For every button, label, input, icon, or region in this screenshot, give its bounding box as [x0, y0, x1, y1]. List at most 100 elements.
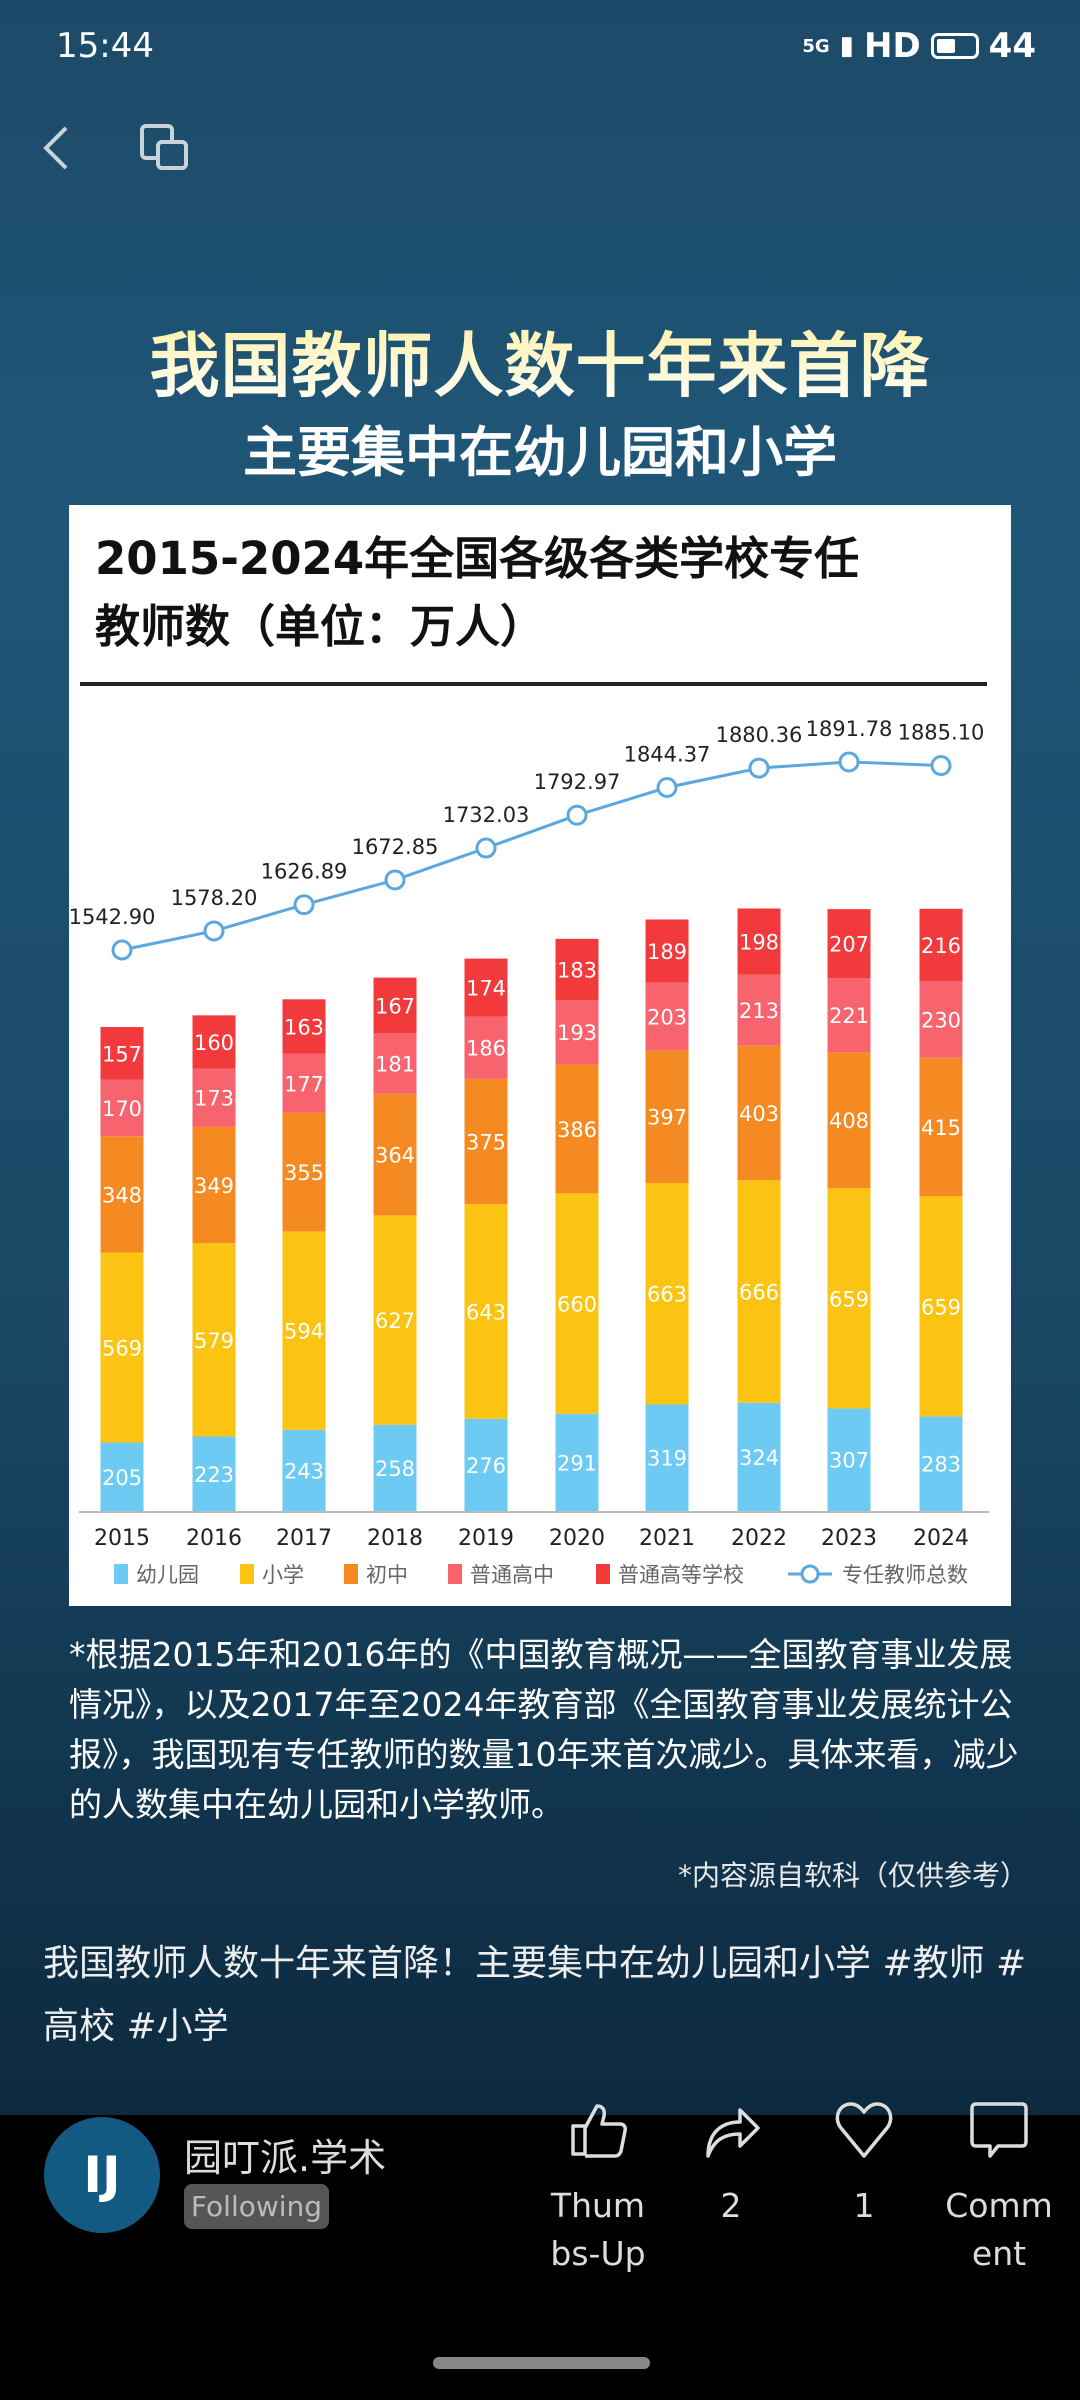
chart-title: 2015-2024年全国各级各类学校专任 教师数（单位：万人） [95, 525, 995, 661]
bar-segment [192, 1126, 236, 1244]
bar-segment [919, 1196, 963, 1417]
thumbs-up-icon [571, 2104, 627, 2158]
x-tick-label: 2015 [94, 1526, 150, 1551]
bar-segment [282, 1112, 326, 1232]
bar-label: 183 [557, 958, 597, 982]
bar-segment [827, 1408, 871, 1511]
line-label: 1626.89 [261, 860, 348, 884]
bar-label: 386 [557, 1118, 597, 1142]
x-tick-label: 2022 [731, 1526, 787, 1551]
bar-segment [827, 1188, 871, 1409]
chart-title-line-1: 2015-2024年全国各级各类学校专任 [95, 532, 860, 585]
bar-segment [555, 938, 599, 1000]
bar-label: 216 [921, 934, 961, 958]
thumbs-up-button[interactable]: Thumbs-Up [543, 2098, 653, 2278]
x-tick-label: 2020 [549, 1526, 605, 1551]
banner-subtitle: 主要集中在幼儿园和小学 [243, 421, 837, 484]
bar-label: 364 [375, 1144, 415, 1168]
author-avatar[interactable]: IJ [44, 2117, 160, 2233]
bar-label: 170 [102, 1097, 142, 1121]
chart-card: 2015-2024年全国各级各类学校专任 教师数（单位：万人） 205 569 34… [69, 505, 1011, 1606]
bar-label: 403 [739, 1102, 779, 1126]
bar-label: 189 [647, 940, 687, 964]
bar-label: 349 [194, 1174, 234, 1198]
following-button[interactable]: Following [184, 2184, 329, 2229]
bar-segment [373, 977, 417, 1034]
bar-label: 157 [102, 1042, 142, 1066]
bar-label: 163 [284, 1016, 324, 1040]
line-point [656, 777, 678, 799]
x-tick-label: 2023 [821, 1526, 877, 1551]
comment-label: Comment [945, 2186, 1053, 2273]
source-note: *内容源自软科（仅供参考） [677, 1859, 1028, 1892]
favorite-button[interactable]: 1 [809, 2098, 919, 2230]
bar-label: 291 [557, 1451, 597, 1475]
bar-label: 319 [647, 1447, 687, 1471]
home-indicator[interactable] [433, 2357, 650, 2369]
bar-segment [919, 1057, 963, 1197]
bar-segment [373, 1093, 417, 1216]
bar-label: 594 [284, 1320, 324, 1344]
clock: 15:44 [56, 26, 154, 66]
status-icons: 5G ▮ HD 44 [802, 26, 1036, 66]
bar-label: 643 [466, 1300, 506, 1324]
line-label: 1542.90 [69, 905, 155, 929]
share-count: 2 [720, 2186, 742, 2225]
legend-swatch [344, 1564, 358, 1584]
bar-segment [373, 1215, 417, 1425]
bar-label: 207 [829, 933, 869, 957]
legend-swatch [448, 1564, 462, 1584]
bar-label: 223 [194, 1463, 234, 1487]
bar-segment [555, 1064, 599, 1194]
comment-icon [970, 2102, 1028, 2158]
total-line [121, 760, 942, 952]
back-icon[interactable] [36, 122, 76, 174]
line-label: 1891.78 [806, 717, 893, 741]
bar-segment [100, 1252, 144, 1443]
bar-label: 174 [466, 977, 506, 1001]
bar-segment [464, 1016, 508, 1079]
bar-segment [282, 1053, 326, 1113]
bar-label: 666 [739, 1281, 779, 1305]
legend-label: 普通高等学校 [618, 1563, 744, 1587]
copy-icon[interactable] [138, 122, 192, 174]
line-point [203, 920, 225, 942]
legend-marker [800, 1564, 820, 1584]
comment-button[interactable]: Comment [944, 2098, 1054, 2278]
bar-segment [100, 1027, 144, 1080]
bar-label: 324 [739, 1446, 779, 1470]
chart-svg: 205 569 348 170 157 2015 223 579 349 173 160 2016 24… [69, 717, 989, 1587]
share-button[interactable]: 2 [676, 2098, 786, 2230]
bar-label: 659 [829, 1287, 869, 1311]
bar-segment [373, 1033, 417, 1094]
bar-label: 173 [194, 1087, 234, 1111]
bar-label: 307 [829, 1449, 869, 1473]
bar-segment [373, 1424, 417, 1511]
bar-segment [555, 999, 599, 1065]
bar-label: 205 [102, 1466, 142, 1490]
avatar-logo: IJ [83, 2146, 121, 2204]
footnote: *根据2015年和2016年的《中国教育概况——全国教育事业发展情况》，以及20… [69, 1635, 1019, 1824]
legend-label: 小学 [262, 1563, 304, 1587]
bar-label: 579 [194, 1329, 234, 1353]
title-divider [80, 682, 987, 686]
bar-label: 663 [647, 1283, 687, 1307]
bar-segment [464, 1204, 508, 1419]
bar-segment [555, 1413, 599, 1511]
line-label: 1578.20 [171, 886, 258, 910]
line-point [111, 939, 133, 961]
thumbs-up-label: Thumbs-Up [550, 2186, 646, 2273]
bar-segment [282, 1429, 326, 1511]
bar-label: 213 [739, 999, 779, 1023]
line-point [930, 755, 952, 777]
bar-label: 258 [375, 1457, 415, 1481]
x-tick-label: 2019 [458, 1526, 514, 1551]
bar-label: 181 [375, 1053, 415, 1077]
bar-label: 408 [829, 1109, 869, 1133]
author-name[interactable]: 园叮派.学术 [184, 2136, 387, 2180]
bar-label: 348 [102, 1183, 142, 1207]
bar-segment [282, 1231, 326, 1430]
bar-segment [464, 958, 508, 1017]
line-label: 1732.03 [443, 803, 530, 827]
status-bar: 15:44 5G ▮ HD 44 [0, 22, 1080, 72]
